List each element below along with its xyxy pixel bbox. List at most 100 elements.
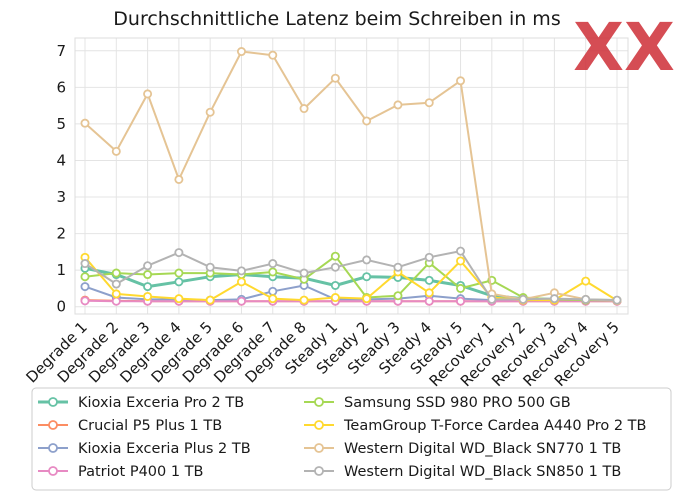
data-point <box>111 268 121 278</box>
data-point <box>487 294 497 304</box>
plot-border <box>74 37 629 315</box>
data-point <box>393 291 403 301</box>
y-tick-label: 3 <box>56 188 66 206</box>
legend-label: Western Digital WD_Black SN850 1 TB <box>344 464 621 480</box>
data-point <box>174 294 184 304</box>
data-point <box>362 294 372 304</box>
data-point <box>330 293 340 303</box>
chart-title: Durchschnittliche Latenz beim Schreiben … <box>113 8 560 30</box>
data-point <box>236 277 246 287</box>
data-point <box>424 288 434 298</box>
data-point <box>299 104 309 114</box>
data-point <box>268 259 278 269</box>
data-point <box>362 255 372 265</box>
legend-label: Kioxia Exceria Plus 2 TB <box>78 441 251 457</box>
data-point <box>143 261 153 271</box>
data-point <box>143 282 153 292</box>
legend-item: Crucial P5 Plus 1 TB <box>38 418 222 434</box>
data-point <box>424 275 434 285</box>
data-point <box>174 174 184 184</box>
legend-label: Samsung SSD 980 PRO 500 GB <box>344 395 571 411</box>
legend-item: TeamGroup T-Force Cardea A440 Pro 2 TB <box>304 418 646 434</box>
data-point <box>299 295 309 305</box>
legend-item: Western Digital WD_Black SN770 1 TB <box>304 441 621 457</box>
legend-swatch-marker <box>314 443 324 453</box>
series-line <box>80 47 622 305</box>
grid <box>75 38 628 314</box>
legend-label: Crucial P5 Plus 1 TB <box>78 418 222 434</box>
legend-item: Kioxia Exceria Pro 2 TB <box>38 395 244 411</box>
data-point <box>143 270 153 280</box>
series-line <box>80 246 622 305</box>
brand-logo: XX <box>573 9 675 86</box>
legend-label: Patriot P400 1 TB <box>78 464 204 480</box>
data-point <box>80 282 90 292</box>
data-point <box>111 296 121 306</box>
data-point <box>330 73 340 83</box>
data-point <box>424 252 434 262</box>
data-point <box>456 256 466 266</box>
data-point <box>393 100 403 110</box>
plot-frame <box>74 37 629 315</box>
legend-item: Samsung SSD 980 PRO 500 GB <box>304 395 571 411</box>
logo-text: XX <box>573 9 675 86</box>
legend-swatch-marker <box>48 397 58 407</box>
data-point <box>581 294 591 304</box>
data-point <box>80 272 90 282</box>
data-point <box>549 294 559 304</box>
data-point <box>111 279 121 289</box>
data-point <box>330 251 340 261</box>
data-point <box>205 107 215 117</box>
data-point <box>143 291 153 301</box>
data-point <box>236 266 246 276</box>
legend: Kioxia Exceria Pro 2 TB Crucial P5 Plus 1… <box>31 387 672 491</box>
legend-box <box>31 387 672 491</box>
data-point <box>268 267 278 277</box>
series-path <box>84 250 618 302</box>
data-point <box>174 268 184 278</box>
data-point <box>456 283 466 293</box>
data-point <box>393 262 403 272</box>
data-point <box>143 89 153 99</box>
series-layer <box>80 47 622 306</box>
legend-swatch-marker <box>48 466 58 476</box>
data-point <box>236 296 246 306</box>
data-point <box>174 277 184 287</box>
data-point <box>299 268 309 278</box>
y-tick-label: 1 <box>56 261 66 279</box>
legend-swatch-marker <box>314 466 324 476</box>
y-tick-label: 2 <box>56 225 66 243</box>
data-point <box>174 248 184 258</box>
data-point <box>456 76 466 86</box>
y-tick-label: 0 <box>56 298 66 316</box>
legend-swatch-marker <box>48 420 58 430</box>
legend-item: Kioxia Exceria Plus 2 TB <box>38 441 251 457</box>
data-point <box>330 262 340 272</box>
y-tick-label: 6 <box>56 78 66 96</box>
legend-item: Patriot P400 1 TB <box>38 464 204 480</box>
y-tick-label: 4 <box>56 151 66 169</box>
data-point <box>268 294 278 304</box>
legend-label: Western Digital WD_Black SN770 1 TB <box>344 441 621 457</box>
data-point <box>268 286 278 296</box>
data-point <box>205 262 215 272</box>
y-axis-ticks: 0 1 2 3 4 5 6 7 <box>56 42 66 316</box>
data-point <box>518 294 528 304</box>
legend-label: TeamGroup T-Force Cardea A440 Pro 2 TB <box>343 418 646 434</box>
legend-item: Western Digital WD_Black SN850 1 TB <box>304 464 621 480</box>
legend-label: Kioxia Exceria Pro 2 TB <box>78 395 244 411</box>
data-point <box>362 116 372 126</box>
data-point <box>424 98 434 108</box>
data-point <box>362 272 372 282</box>
data-point <box>581 276 591 286</box>
data-point <box>330 280 340 290</box>
data-point <box>80 259 90 269</box>
data-point <box>612 295 622 305</box>
data-point <box>111 289 121 299</box>
legend-swatch-marker <box>48 443 58 453</box>
data-point <box>80 296 90 306</box>
data-point <box>111 146 121 156</box>
data-point <box>80 118 90 128</box>
